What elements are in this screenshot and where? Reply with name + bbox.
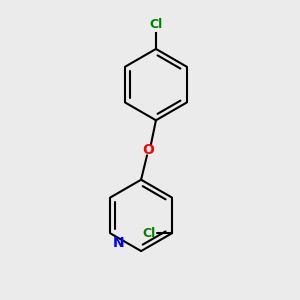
Text: Cl: Cl <box>149 18 163 31</box>
Text: N: N <box>112 236 124 250</box>
Text: O: O <box>142 143 154 157</box>
Text: Cl: Cl <box>142 227 156 240</box>
